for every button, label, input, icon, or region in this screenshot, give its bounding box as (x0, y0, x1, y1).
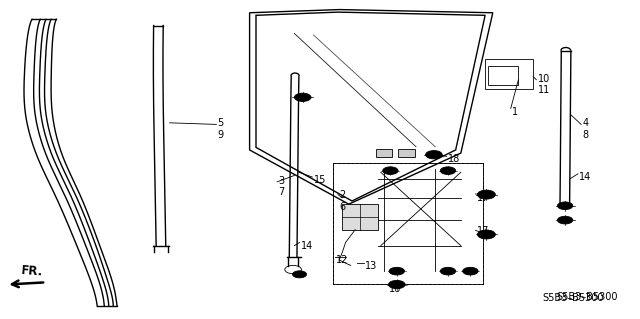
Bar (485, 59, 533, 89)
Text: 16: 16 (389, 284, 401, 294)
Circle shape (292, 271, 307, 278)
Text: 17: 17 (477, 226, 489, 236)
Text: 17: 17 (477, 193, 489, 203)
Text: 10
11: 10 11 (538, 74, 550, 95)
Circle shape (389, 267, 404, 275)
Circle shape (557, 202, 573, 210)
Text: S5B3–B5300: S5B3–B5300 (557, 292, 618, 302)
Circle shape (463, 267, 478, 275)
Text: S5B3–B5300: S5B3–B5300 (542, 293, 604, 303)
Circle shape (557, 216, 573, 224)
Circle shape (440, 267, 456, 275)
Bar (488, 66, 518, 85)
Text: FR.: FR. (20, 264, 44, 278)
Circle shape (477, 190, 495, 199)
Circle shape (294, 93, 311, 101)
Bar (342, 204, 378, 230)
Bar (376, 149, 392, 157)
Text: 18: 18 (448, 154, 460, 165)
Text: 3
7: 3 7 (278, 176, 285, 197)
Circle shape (383, 167, 398, 174)
Text: 14: 14 (579, 172, 591, 182)
Bar (398, 149, 415, 157)
Circle shape (426, 151, 442, 159)
Circle shape (440, 167, 456, 174)
Circle shape (477, 230, 495, 239)
Text: 14: 14 (301, 241, 313, 251)
Text: 15: 15 (314, 175, 326, 185)
Text: 1: 1 (512, 107, 518, 117)
Text: 5
9: 5 9 (218, 118, 224, 140)
Text: 13: 13 (365, 261, 377, 271)
Text: 2
6: 2 6 (339, 190, 346, 212)
Text: 4
8: 4 8 (582, 118, 589, 140)
Circle shape (388, 280, 405, 289)
Text: 12: 12 (336, 255, 348, 265)
